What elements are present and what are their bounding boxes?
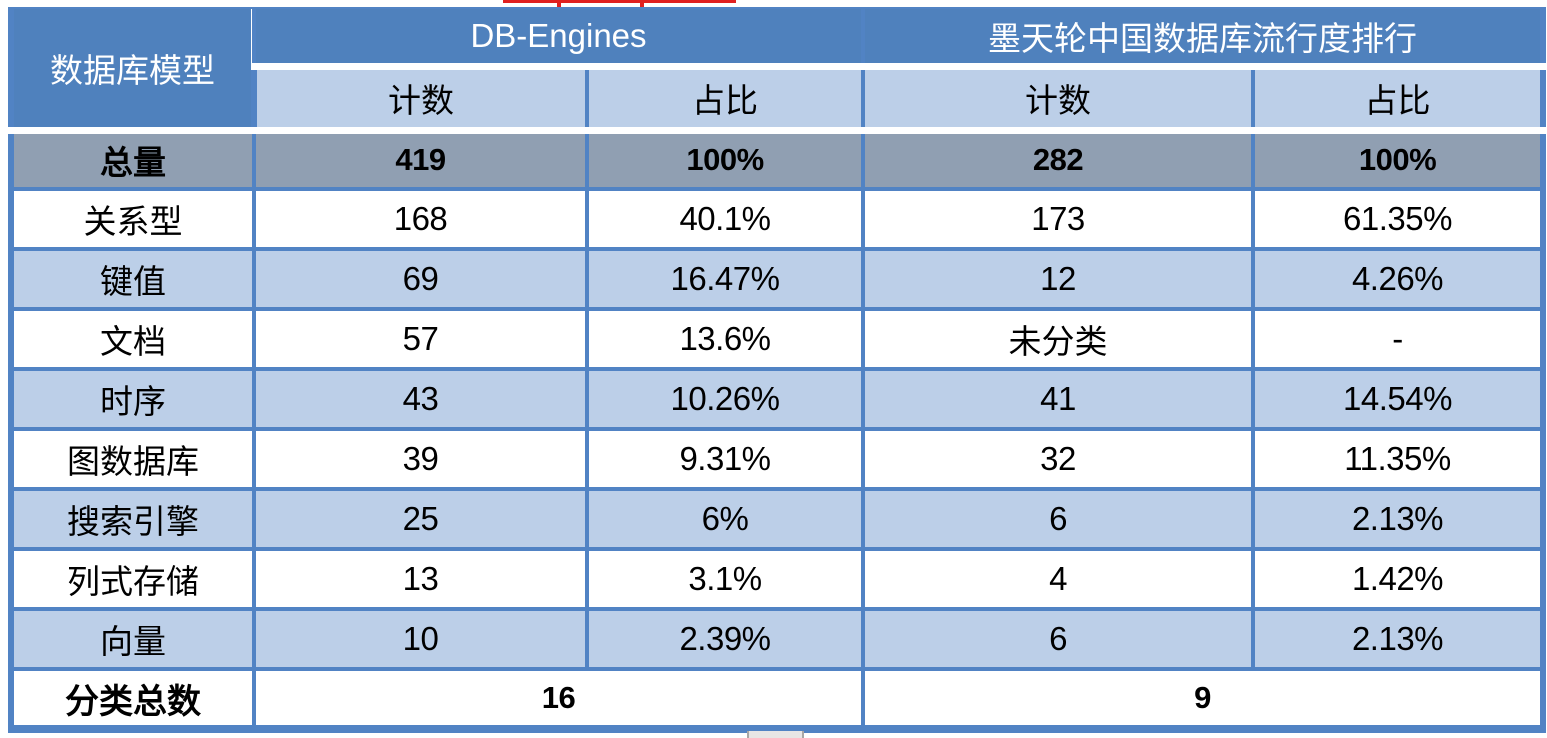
table-row: 文档 57 13.6% 未分类 - (8, 307, 1546, 371)
row-label: 时序 (8, 367, 256, 431)
header-subcolumn-row: 计数 占比 计数 占比 (11, 64, 1546, 134)
col-header-modb-share: 占比 (1251, 64, 1546, 134)
cell-db-count: 39 (252, 427, 589, 491)
cell-modb-category-total: 9 (861, 667, 1546, 733)
cell-modb-share: 1.42% (1251, 547, 1546, 611)
cell-modb-count: 32 (861, 427, 1255, 491)
cell-db-count: 13 (252, 547, 589, 611)
cell-modb-count: 12 (861, 247, 1255, 311)
cell-modb-count: 6 (861, 607, 1255, 671)
row-label: 向量 (8, 607, 256, 671)
row-label: 键值 (8, 247, 256, 311)
cell-modb-count: 6 (861, 487, 1255, 551)
cell-db-count: 168 (252, 187, 589, 251)
row-label: 搜索引擎 (8, 487, 256, 551)
cell-modb-share: 61.35% (1251, 187, 1546, 251)
table-row: 搜索引擎 25 6% 6 2.13% (8, 487, 1546, 551)
group-header-modb: 墨天轮中国数据库流行度排行 (861, 7, 1546, 70)
cell-db-share: 16.47% (585, 247, 865, 311)
cell-db-count: 43 (252, 367, 589, 431)
row-label: 文档 (8, 307, 256, 371)
header-group-row: 数据库模型 DB-Engines 墨天轮中国数据库流行度排行 (8, 7, 1546, 134)
row-label: 关系型 (8, 187, 256, 251)
cell-db-share: 13.6% (585, 307, 865, 371)
cell-db-share: 3.1% (585, 547, 865, 611)
row-label: 总量 (8, 128, 256, 191)
cell-modb-count: 282 (861, 128, 1255, 191)
group-header-db-engines: DB-Engines (252, 7, 865, 70)
table-row: 图数据库 39 9.31% 32 11.35% (8, 427, 1546, 491)
row-label: 分类总数 (8, 667, 256, 733)
cell-db-count: 419 (252, 128, 589, 191)
cell-modb-share: 2.13% (1251, 487, 1546, 551)
table-row: 向量 10 2.39% 6 2.13% (8, 607, 1546, 671)
col-header-db-count: 计数 (251, 64, 589, 134)
cell-db-share: 2.39% (585, 607, 865, 671)
cell-db-category-total: 16 (252, 667, 865, 733)
cell-db-share: 40.1% (585, 187, 865, 251)
col-header-modb-count: 计数 (861, 64, 1255, 134)
database-model-comparison-table: 数据库模型 DB-Engines 墨天轮中国数据库流行度排行 计数 占比 计数 … (8, 7, 1546, 733)
cropped-red-text-artifact (640, 0, 644, 7)
table-row: 列式存储 13 3.1% 4 1.42% (8, 547, 1546, 611)
cell-db-count: 10 (252, 607, 589, 671)
cell-modb-share: 14.54% (1251, 367, 1546, 431)
cell-db-share: 6% (585, 487, 865, 551)
table-row: 键值 69 16.47% 12 4.26% (8, 247, 1546, 311)
cell-modb-share: - (1251, 307, 1546, 371)
cell-modb-count: 4 (861, 547, 1255, 611)
cell-modb-share: 2.13% (1251, 607, 1546, 671)
col-header-db-share: 占比 (585, 64, 865, 134)
corner-header-cell: 数据库模型 (8, 7, 256, 134)
cell-modb-count: 41 (861, 367, 1255, 431)
cell-db-count: 69 (252, 247, 589, 311)
cell-modb-share: 11.35% (1251, 427, 1546, 491)
table-row: 时序 43 10.26% 41 14.54% (8, 367, 1546, 431)
cell-db-share: 10.26% (585, 367, 865, 431)
cell-db-share: 100% (585, 128, 865, 191)
cell-db-count: 25 (252, 487, 589, 551)
cell-modb-count: 未分类 (861, 307, 1255, 371)
cell-db-share: 9.31% (585, 427, 865, 491)
cropped-scrollbar-artifact (747, 731, 804, 738)
cell-modb-count: 173 (861, 187, 1255, 251)
table-row: 关系型 168 40.1% 173 61.35% (8, 187, 1546, 251)
table-row-total: 总量 419 100% 282 100% (8, 128, 1546, 191)
row-label: 图数据库 (8, 427, 256, 491)
cropped-red-underline-artifact (503, 0, 736, 3)
cell-modb-share: 4.26% (1251, 247, 1546, 311)
row-label: 列式存储 (8, 547, 256, 611)
cell-db-count: 57 (252, 307, 589, 371)
cropped-red-text-artifact (557, 0, 561, 7)
table-row-category-count: 分类总数 16 9 (8, 667, 1546, 733)
cell-modb-share: 100% (1251, 128, 1546, 191)
